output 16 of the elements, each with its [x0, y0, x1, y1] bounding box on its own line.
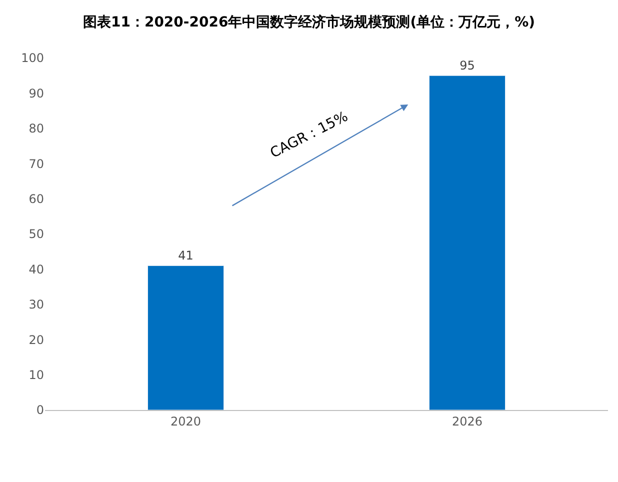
- chart-title: 图表11：2020-2026年中国数字经济市场规模预测(单位：万亿元，%): [82, 14, 536, 31]
- y-tick-label: 90: [28, 86, 44, 100]
- y-tick-label: 60: [28, 192, 44, 206]
- y-tick-label: 50: [28, 227, 44, 242]
- y-tick-label: 40: [28, 262, 44, 276]
- y-tick-label: 20: [28, 332, 44, 347]
- y-tick-label: 30: [28, 298, 44, 312]
- y-tick-label: 0: [36, 403, 44, 418]
- x-tick-label: 2020: [170, 414, 202, 428]
- y-tick-label: 80: [28, 122, 44, 136]
- y-tick-label: 70: [28, 156, 44, 171]
- y-tick-label: 10: [28, 368, 44, 382]
- x-tick-label: 2026: [452, 414, 483, 428]
- data-label: 41: [178, 248, 194, 263]
- y-tick-label: 100: [21, 51, 44, 66]
- data-label: 95: [460, 58, 475, 73]
